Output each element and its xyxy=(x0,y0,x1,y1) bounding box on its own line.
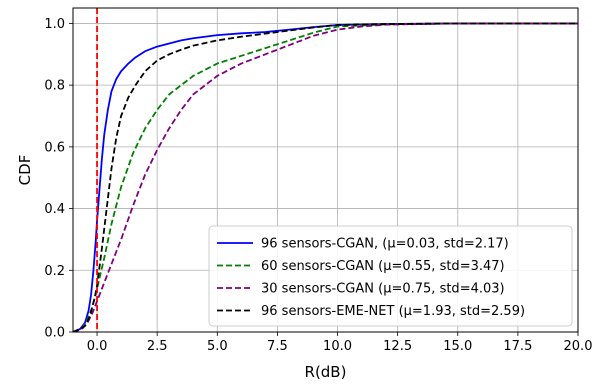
x-tick-label: 5.0 xyxy=(207,339,228,354)
legend-label-3: 30 sensors-CGAN (μ=0.75, std=4.03) xyxy=(261,282,505,297)
y-axis-label: CDF xyxy=(16,155,34,186)
legend-label-2: 60 sensors-CGAN (μ=0.55, std=3.47) xyxy=(261,259,505,274)
legend-label-4: 96 sensors-EME-NET (μ=1.93, std=2.59) xyxy=(261,304,525,319)
y-tick-label: 0.0 xyxy=(44,326,65,341)
x-axis-label: R(dB) xyxy=(305,363,347,381)
legend-label-1: 96 sensors-CGAN, (μ=0.03, std=2.17) xyxy=(261,237,509,252)
y-tick-label: 1.0 xyxy=(44,17,65,32)
x-tick-label: 2.5 xyxy=(147,339,168,354)
x-tick-label: 7.5 xyxy=(267,339,288,354)
y-tick-label: 0.2 xyxy=(44,264,65,279)
y-tick-label: 0.8 xyxy=(44,79,65,94)
x-tick-label: 15.0 xyxy=(443,339,472,354)
x-tick-label: 17.5 xyxy=(503,339,532,354)
x-tick-label: 12.5 xyxy=(383,339,412,354)
y-tick-label: 0.4 xyxy=(44,202,65,217)
legend: 96 sensors-CGAN, (μ=0.03, std=2.17) 60 se… xyxy=(209,226,572,326)
y-tick-label: 0.6 xyxy=(44,140,65,155)
x-tick-label: 20.0 xyxy=(564,339,593,354)
x-tick-label: 0.0 xyxy=(87,339,108,354)
x-tick-label: 10.0 xyxy=(323,339,352,354)
